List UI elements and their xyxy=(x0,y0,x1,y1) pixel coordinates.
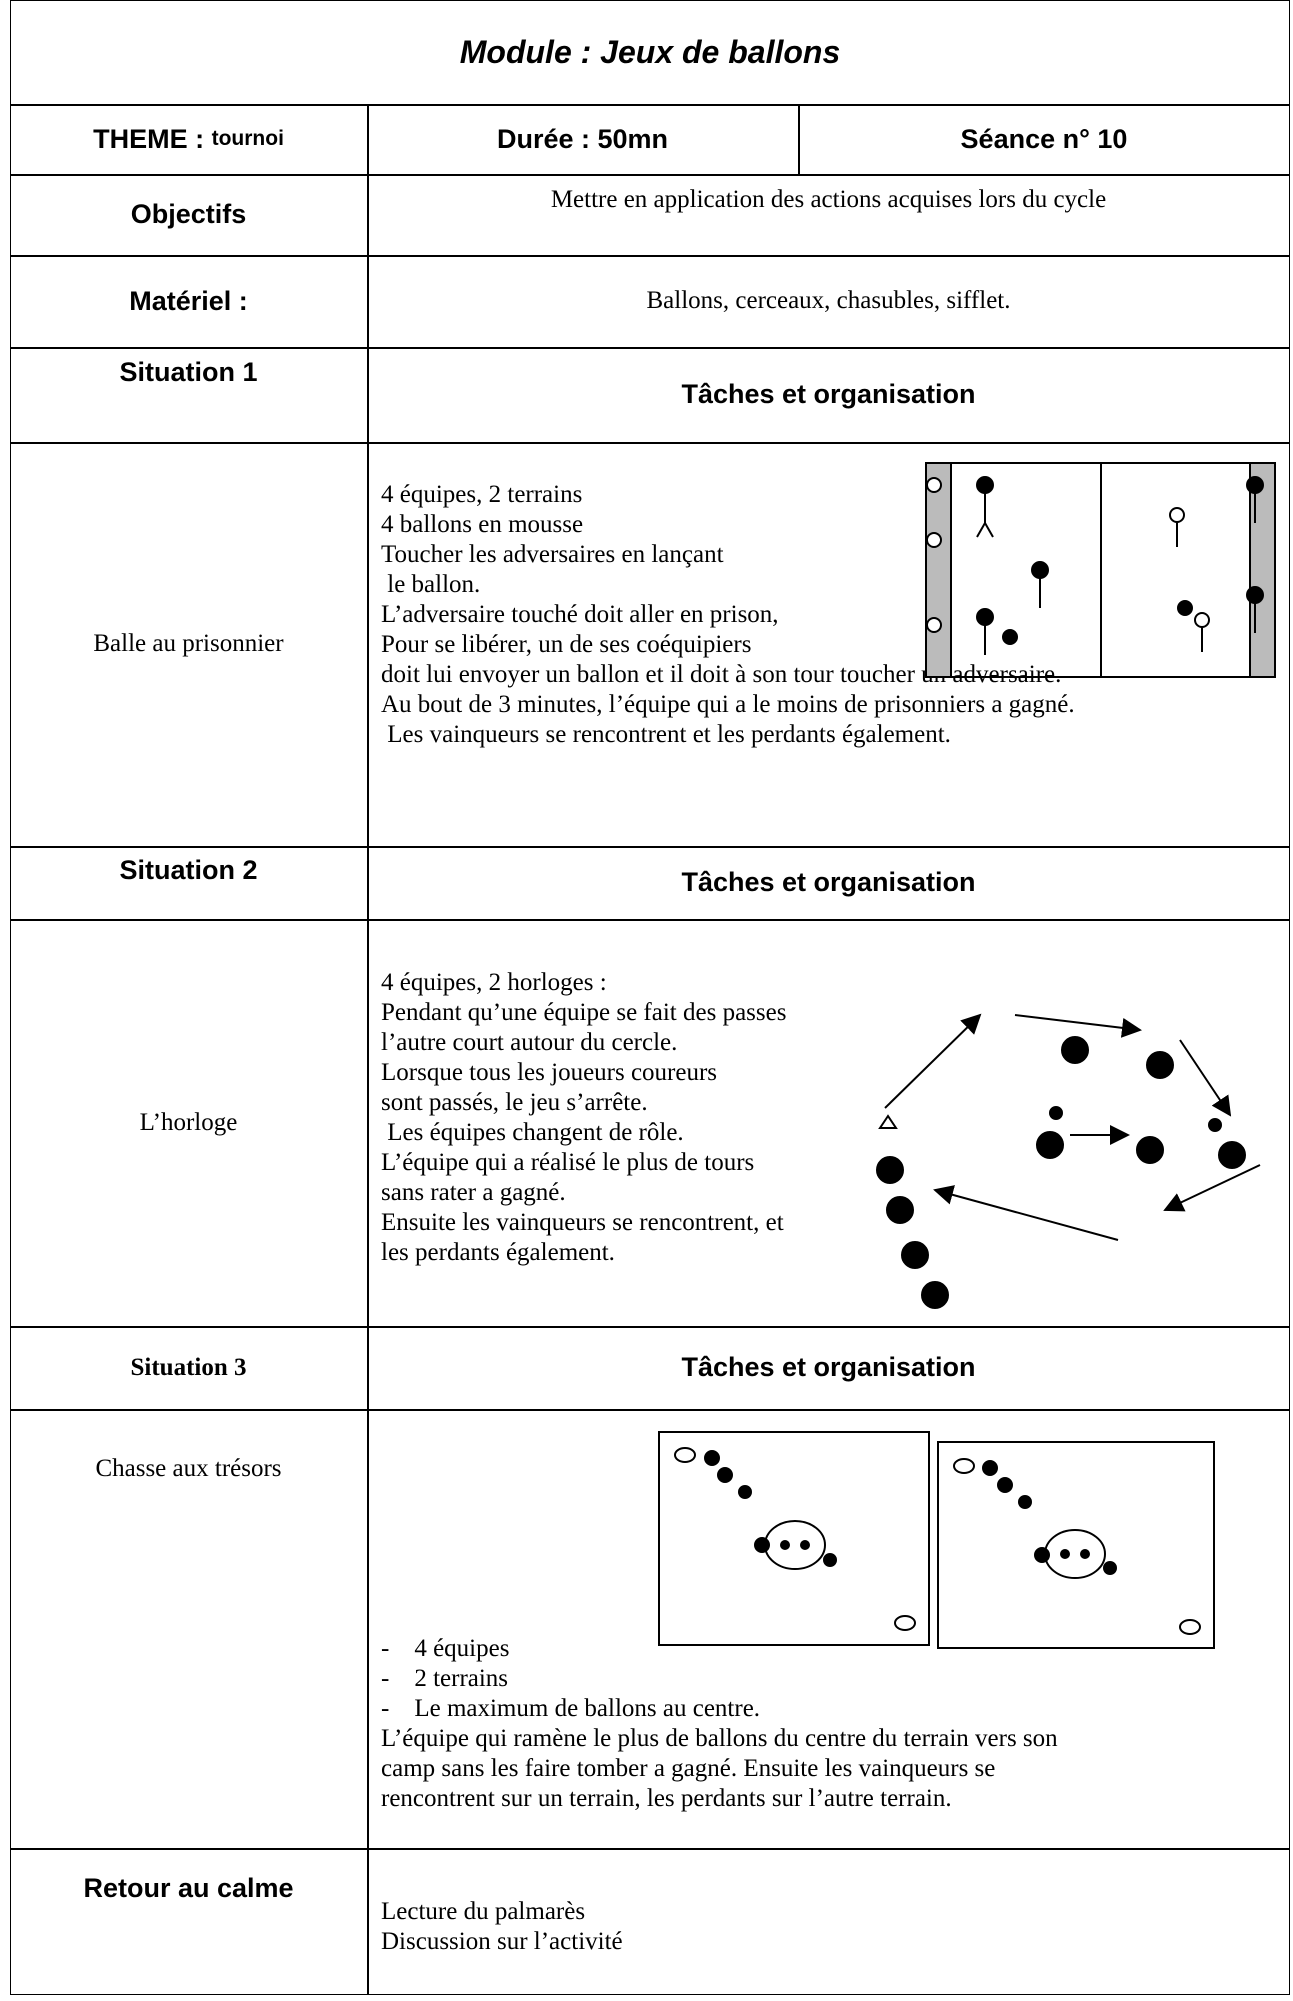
text-line: rencontrent sur un terrain, les perdants… xyxy=(381,1785,952,1812)
material-text: Ballons, cerceaux, chasubles, sifflet. xyxy=(646,287,1011,314)
clock-diagram xyxy=(876,1013,1261,1309)
theme-label: THEME : xyxy=(93,123,212,154)
text-line: 4 équipes, 2 horloges : xyxy=(381,969,607,996)
situation-header: Tâches et organisation xyxy=(681,867,976,897)
text-line: sans rater a gagné. xyxy=(381,1179,566,1206)
text-line: L’équipe qui ramène le plus de ballons d… xyxy=(381,1725,1058,1752)
duration: Durée : 50mn xyxy=(496,123,669,154)
row-line xyxy=(11,255,1289,257)
objectives-label: Objectifs xyxy=(130,199,247,229)
situation-text: 4 équipes, 2 horloges : Pendant qu’une éq… xyxy=(381,968,786,1268)
text-line: - Le maximum de ballons au centre. xyxy=(381,1695,761,1722)
text-line: - 2 terrains xyxy=(381,1665,509,1692)
row-line xyxy=(11,174,1289,176)
text-line: camp sans les faire tomber a gagné. Ensu… xyxy=(381,1755,996,1782)
objectives-text: Mettre en application des actions acquis… xyxy=(550,186,1107,213)
text-line: L’adversaire touché doit aller en prison… xyxy=(381,601,779,628)
situation-label: Situation 2 xyxy=(119,854,258,885)
field-diagram xyxy=(925,462,1276,678)
row-line xyxy=(11,919,1289,921)
text-line: 4 équipes, 2 terrains xyxy=(381,481,583,508)
text-line: les perdants également. xyxy=(381,1239,615,1266)
situation-header: Tâches et organisation xyxy=(681,379,976,409)
text-line: Pendant qu’une équipe se fait des passes xyxy=(381,999,787,1026)
cooldown-label: Retour au calme xyxy=(83,1872,294,1903)
title: Module : Jeux de ballons xyxy=(459,33,841,70)
text-line: Toucher les adversaires en lançant xyxy=(381,541,724,568)
cooldown-text: Lecture du palmarès Discussion sur l’acti… xyxy=(381,1897,623,1957)
text-line: le ballon. xyxy=(381,571,481,598)
situation-name: L’horloge xyxy=(139,1108,238,1136)
text-line: sont passés, le jeu s’arrête. xyxy=(381,1089,648,1116)
text-line: doit lui envoyer un ballon et il doit à … xyxy=(381,661,1062,688)
row-line xyxy=(11,846,1289,848)
text-line: - 4 équipes xyxy=(381,1635,510,1662)
row-line xyxy=(11,1848,1289,1850)
treasure-diagram xyxy=(658,1431,1215,1649)
theme-value: tournoi xyxy=(211,127,284,150)
col-line xyxy=(367,104,369,1994)
text-line: Les vainqueurs se rencontrent et les per… xyxy=(381,721,951,748)
situation-label: Situation 1 xyxy=(119,356,258,387)
text-line: Lorsque tous les joueurs coureurs xyxy=(381,1059,718,1086)
text-line: Pour se libérer, un de ses coéquipiers xyxy=(381,631,752,658)
row-line xyxy=(11,347,1289,349)
situation-text: 4 équipes, 2 terrains 4 ballons en mousse… xyxy=(381,480,1075,750)
material-label: Matériel : xyxy=(129,285,248,316)
situation-name: Balle au prisonnier xyxy=(93,630,284,657)
situation-name: Chasse aux trésors xyxy=(95,1455,282,1482)
row-line xyxy=(11,1409,1289,1411)
text-line: Lecture du palmarès xyxy=(381,1898,586,1925)
session: Séance n° 10 xyxy=(960,123,1128,154)
text-line: Ensuite les vainqueurs se rencontrent, e… xyxy=(381,1209,784,1236)
row-line xyxy=(11,104,1289,106)
text-line: l’autre court autour du cercle. xyxy=(381,1029,678,1056)
text-line: Au bout de 3 minutes, l’équipe qui a le … xyxy=(381,691,1075,718)
text-line: Discussion sur l’activité xyxy=(381,1928,623,1955)
text-line: Les équipes changent de rôle. xyxy=(381,1119,684,1146)
theme: THEME : tournoi xyxy=(10,104,367,174)
text-line: L’équipe qui a réalisé le plus de tours xyxy=(381,1149,755,1176)
row-line xyxy=(11,442,1289,444)
text-line: 4 ballons en mousse xyxy=(381,511,584,538)
situation-header: Tâches et organisation xyxy=(681,1352,976,1382)
table-frame xyxy=(10,0,1290,1995)
situation-text: - 4 équipes - 2 terrains - Le maximum de b… xyxy=(381,1634,1058,1814)
situation-label: Situation 3 xyxy=(130,1353,247,1381)
row-line xyxy=(11,1326,1289,1328)
col-line xyxy=(798,104,800,175)
